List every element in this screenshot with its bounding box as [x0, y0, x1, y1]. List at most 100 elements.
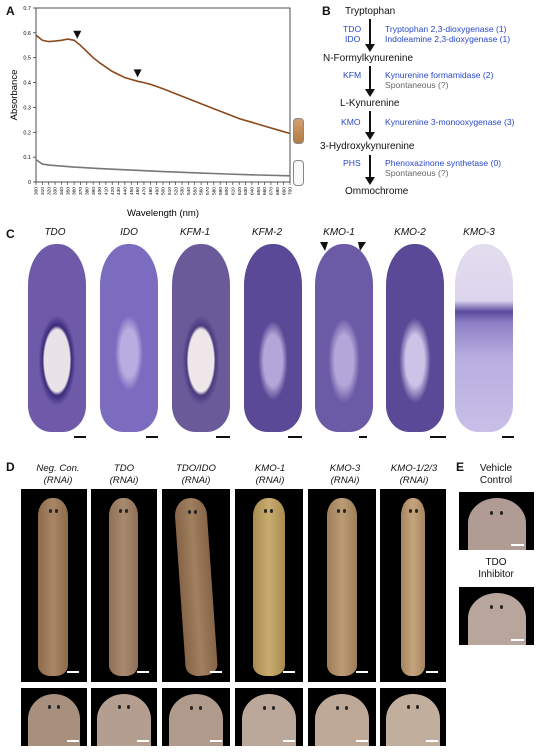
panel-letter-b: B	[322, 4, 331, 18]
x-tick-label: 650	[256, 187, 262, 195]
x-tick-label: 330	[53, 187, 59, 195]
panel-letter-e: E	[456, 460, 465, 474]
condition-label: KMO-1 (RNAi)	[254, 463, 286, 486]
x-tick-label: 400	[97, 187, 103, 195]
y-tick-label: 0.4	[23, 81, 31, 87]
rnai-whole-worm-kmo-1-2-3	[380, 489, 446, 682]
x-tick-label: 490	[154, 187, 160, 195]
x-tick-label: 300	[34, 187, 40, 195]
brown-cuvette-icon	[293, 118, 304, 144]
metabolite-4: Ommochrome	[345, 186, 409, 197]
scale-bar	[502, 436, 514, 438]
pathway-arrows	[365, 19, 375, 185]
rnai-whole-worm-kmo-1	[235, 489, 303, 682]
x-tick-label: 470	[142, 187, 148, 195]
x-tick-label: 570	[205, 187, 211, 195]
rnai-head-tdo-ido	[162, 688, 230, 746]
x-tick-label: 590	[218, 187, 224, 195]
x-tick-label: 500	[161, 187, 167, 195]
gene-label-kfm-2: KFM-2	[252, 227, 282, 238]
x-tick-label: 310	[40, 187, 46, 195]
x-tick-label: 620	[237, 187, 243, 195]
chart-peak-markers	[73, 30, 142, 78]
metabolite-3: 3-Hydroxykynurenine	[320, 141, 415, 152]
condition-label: TDO/IDO (RNAi)	[176, 463, 216, 486]
stained-worm-kmo-3	[455, 244, 513, 432]
x-tick-label: 520	[173, 187, 179, 195]
x-tick-label: 350	[65, 187, 71, 195]
enzyme-spontaneous-2: Spontaneous (?)	[385, 168, 449, 178]
y-tick-label: 0.5	[23, 56, 31, 62]
enzyme-abbr-ido: IDO	[345, 34, 361, 44]
rnai-head-kmo-3	[308, 688, 376, 746]
x-tick-label: 680	[275, 187, 281, 195]
metabolite-0: Tryptophan	[345, 6, 396, 17]
x-tick-label: 320	[46, 187, 52, 195]
x-tick-label: 370	[78, 187, 84, 195]
enzyme-abbr-kmo: KMO	[341, 117, 361, 127]
scale-bar	[146, 436, 158, 438]
enzyme-abbr-kfm: KFM	[343, 70, 362, 80]
x-tick-label: 550	[192, 187, 198, 195]
x-tick-label: 600	[224, 187, 230, 195]
y-tick-label: 0.3	[23, 105, 31, 111]
condition-label: KMO-3 (RNAi)	[329, 463, 361, 486]
rnai-head-kmo-1-2-3	[380, 688, 446, 746]
clear-cuvette-icon	[293, 160, 304, 186]
enzyme-name-phs: Phenoxazinone synthetase (0)	[385, 158, 502, 168]
x-tick-label: 390	[91, 187, 97, 195]
metabolite-2: L-Kynurenine	[340, 98, 400, 109]
panel-letter-c: C	[6, 227, 15, 241]
gene-label-tdo: TDO	[44, 227, 66, 238]
x-tick-label: 530	[180, 187, 186, 195]
absorbance-chart: 0 0.1 0.2 0.3 0.4 0.5 0.6 0.7 300 310 320 330 340 350…	[9, 6, 294, 219]
scale-bar	[359, 436, 367, 438]
x-tick-label: 670	[269, 187, 275, 195]
scale-bar	[74, 436, 86, 438]
x-tick-label: 430	[116, 187, 122, 195]
stained-worm-ido	[100, 244, 158, 432]
stained-worm-kmo-2	[386, 244, 444, 432]
rnai-head-neg-con	[21, 688, 87, 746]
y-tick-label: 0.7	[23, 6, 31, 12]
rnai-head-kmo-1	[235, 688, 303, 746]
panel-letter-a: A	[6, 4, 15, 18]
gene-label-kmo-2: KMO-2	[394, 227, 426, 238]
x-tick-label: 690	[281, 187, 287, 195]
x-tick-label: 510	[167, 187, 173, 195]
kmo-1-eye-arrowheads	[320, 242, 366, 251]
x-tick-label: 380	[84, 187, 90, 195]
stained-worm-kfm-1	[172, 244, 230, 432]
scale-bar	[288, 436, 302, 438]
vehicle-control-head	[459, 492, 534, 550]
x-tick-label: 640	[250, 187, 256, 195]
x-tick-label: 460	[135, 187, 141, 195]
scale-bar	[216, 436, 230, 438]
y-tick-label: 0.6	[23, 31, 31, 37]
x-tick-label: 480	[148, 187, 154, 195]
x-tick-label: 700	[288, 187, 294, 195]
x-tick-label: 450	[129, 187, 135, 195]
rnai-head-tdo	[91, 688, 157, 746]
enzyme-spontaneous-1: Spontaneous (?)	[385, 80, 449, 90]
enzyme-abbr-tdo: TDO	[343, 24, 362, 34]
x-tick-label: 340	[59, 187, 65, 195]
x-tick-label: 410	[103, 187, 109, 195]
tdo-inhibitor-label: TDO Inhibitor	[478, 557, 514, 580]
x-tick-label: 540	[186, 187, 192, 195]
gene-label-kmo-1: KMO-1	[323, 227, 355, 238]
vehicle-control-label: Vehicle Control	[479, 463, 513, 486]
y-tick-label: 0.2	[23, 130, 31, 136]
x-tick-label: 630	[243, 187, 249, 195]
series-line-0	[35, 34, 291, 135]
peak-marker-1	[133, 69, 142, 78]
enzyme-name-tdo: Tryptophan 2,3-dioxygenase (1)	[385, 24, 507, 34]
condition-label: TDO (RNAi)	[109, 463, 139, 486]
enzyme-name-ido: Indoleamine 2,3-dioxygenase (1)	[385, 34, 511, 44]
rnai-whole-worm-tdo-ido	[162, 489, 230, 682]
chart-axes: 0 0.1 0.2 0.3 0.4 0.5 0.6 0.7 300 310 320 330 340 350…	[23, 6, 293, 195]
gene-label-ido: IDO	[120, 227, 138, 238]
y-tick-label: 0	[28, 180, 31, 186]
condition-label: Neg. Con. (RNAi)	[36, 463, 80, 486]
scale-bar	[430, 436, 446, 438]
